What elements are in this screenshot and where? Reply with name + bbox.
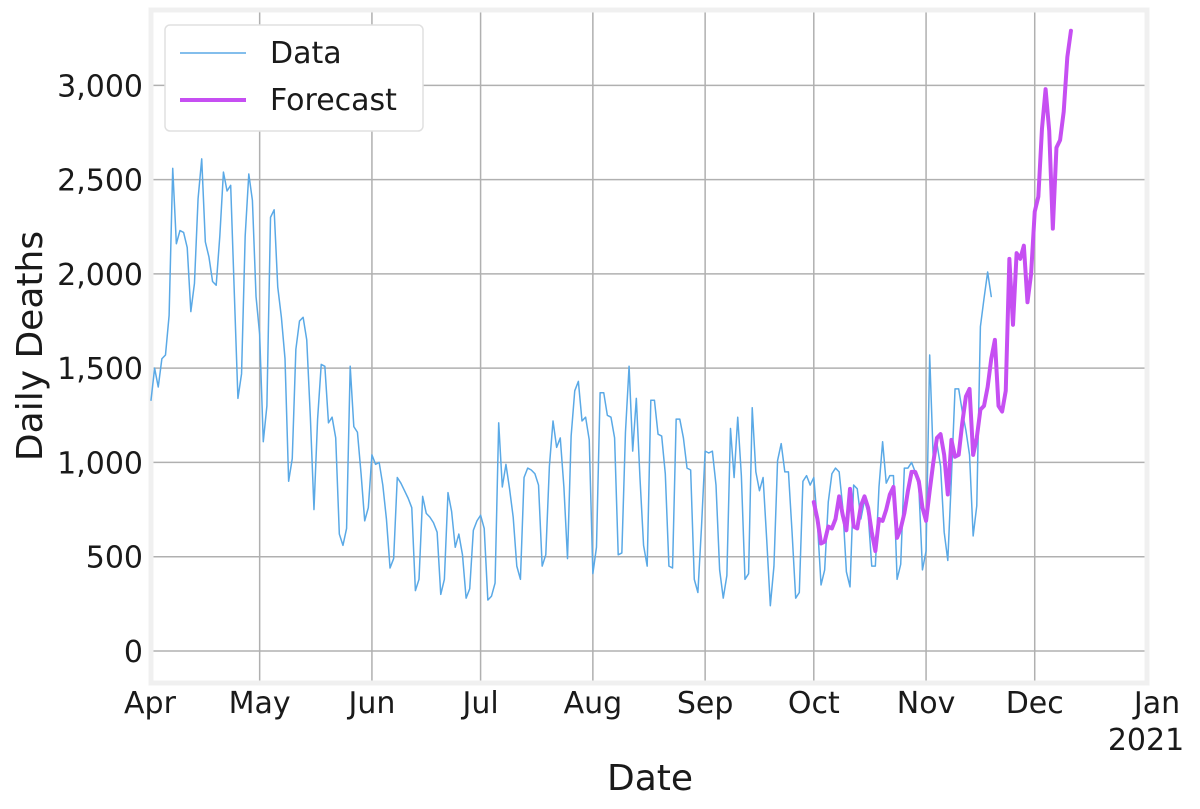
x-axis-title: Date: [607, 758, 693, 799]
series-layer: [150, 28, 1073, 607]
legend-label-data: Data: [270, 36, 342, 71]
x-tick-label: Jan: [1132, 686, 1180, 721]
x-tick-label: Dec: [1006, 686, 1064, 721]
x-tick-label: Jul: [460, 686, 498, 721]
y-tick-label: 1,000: [57, 446, 143, 481]
x-tick-label: Aug: [564, 686, 623, 721]
x-tick-sublabel: 2021: [1108, 723, 1184, 758]
y-tick-label: 500: [86, 541, 143, 576]
legend: Data Forecast: [164, 24, 424, 132]
y-tick-label: 3,000: [57, 69, 143, 104]
legend-label-forecast: Forecast: [270, 83, 397, 118]
y-tick-label: 1,500: [57, 352, 143, 387]
x-tick-label: Sep: [677, 686, 734, 721]
x-tick-label: May: [229, 686, 291, 721]
series-line-forecast: [811, 28, 1073, 554]
y-tick-label: 2,000: [57, 258, 143, 293]
x-tick-label: Nov: [897, 686, 956, 721]
x-tick-label: Apr: [124, 686, 177, 721]
y-tick-label: 0: [124, 635, 143, 670]
y-tick-label: 2,500: [57, 164, 143, 199]
series-line-data: [150, 158, 993, 607]
legend-box: [164, 24, 424, 132]
plot-frame: [148, 7, 1150, 686]
y-axis-ticks: 0 500 1,000 1,500 2,000 2,500 3,000: [57, 69, 143, 670]
y-axis-title: Daily Deaths: [10, 231, 51, 461]
x-tick-label: Oct: [788, 686, 840, 721]
x-tick-label: Jun: [346, 686, 395, 721]
